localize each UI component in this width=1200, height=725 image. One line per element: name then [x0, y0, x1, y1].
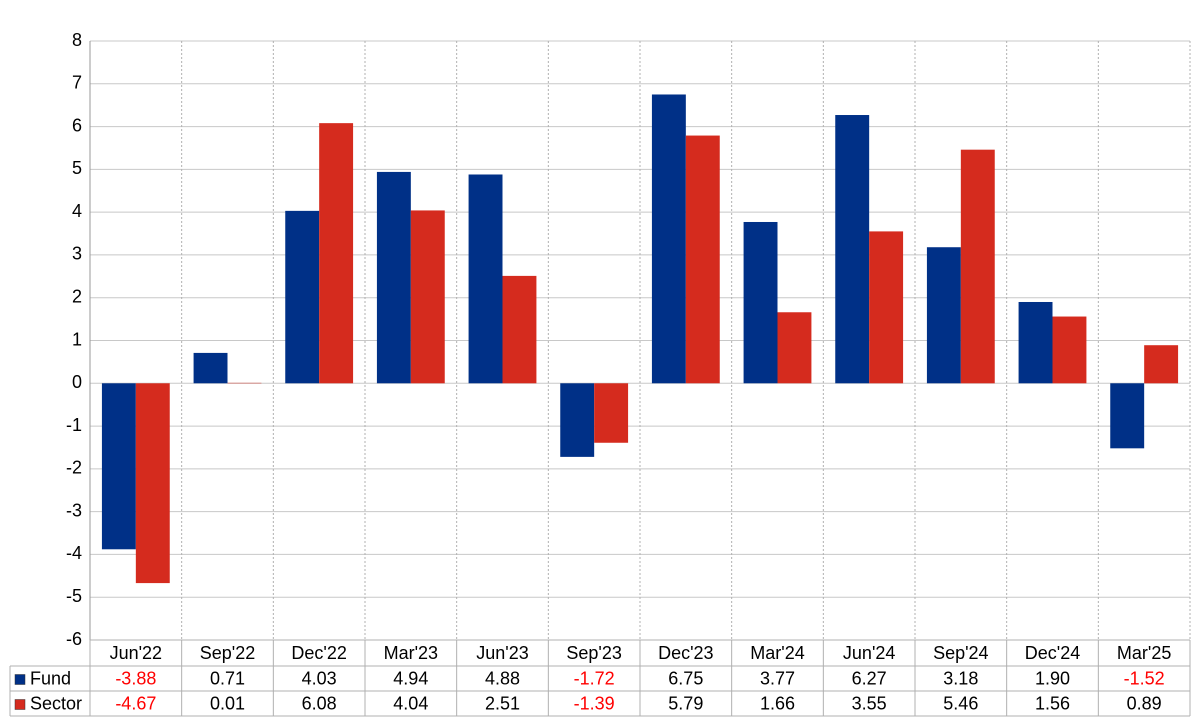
legend-label: Fund [30, 668, 71, 688]
y-tick-label: 0 [72, 372, 82, 392]
bar [961, 150, 995, 384]
bar [778, 312, 812, 383]
table-value: 3.77 [760, 668, 795, 688]
table-value: 4.88 [485, 668, 520, 688]
table-value: -1.39 [574, 693, 615, 713]
y-tick-label: 1 [72, 329, 82, 349]
bar [835, 115, 869, 383]
x-tick-label: Jun'23 [476, 643, 528, 663]
table-value: 0.71 [210, 668, 245, 688]
table-value: 4.94 [393, 668, 428, 688]
x-tick-label: Dec'23 [658, 643, 713, 663]
table-value: -4.67 [115, 693, 156, 713]
y-tick-label: 5 [72, 158, 82, 178]
y-tick-label: 4 [72, 201, 82, 221]
table-value: 5.46 [943, 693, 978, 713]
bar [194, 353, 228, 383]
bar [285, 211, 319, 383]
x-tick-label: Dec'22 [291, 643, 346, 663]
bar [1053, 317, 1087, 384]
table-value: -3.88 [115, 668, 156, 688]
bar [1110, 383, 1144, 448]
bar [594, 383, 628, 442]
bar [927, 247, 961, 383]
bar [469, 174, 503, 383]
table-value: 1.90 [1035, 668, 1070, 688]
table-value: -1.72 [574, 668, 615, 688]
x-tick-label: Mar'24 [750, 643, 804, 663]
table-value: 2.51 [485, 693, 520, 713]
table-value: 6.08 [302, 693, 337, 713]
y-tick-label: 7 [72, 73, 82, 93]
table-value: 0.89 [1127, 693, 1162, 713]
y-tick-label: 2 [72, 286, 82, 306]
bar [1019, 302, 1053, 383]
y-tick-label: -3 [66, 500, 82, 520]
y-tick-label: -1 [66, 415, 82, 435]
bar [560, 383, 594, 457]
x-tick-label: Dec'24 [1025, 643, 1080, 663]
table-value: 1.66 [760, 693, 795, 713]
bar [503, 276, 537, 383]
table-value: 6.75 [668, 668, 703, 688]
table-value: 6.27 [852, 668, 887, 688]
legend-label: Sector [30, 693, 82, 713]
x-tick-label: Mar'25 [1117, 643, 1171, 663]
y-tick-label: 6 [72, 115, 82, 135]
x-tick-label: Mar'23 [384, 643, 438, 663]
table-value: 4.03 [302, 668, 337, 688]
bar [377, 172, 411, 383]
legend-swatch [15, 700, 25, 710]
bar [686, 136, 720, 384]
y-tick-label: 8 [72, 30, 82, 50]
table-value: 3.55 [852, 693, 887, 713]
bar [136, 383, 170, 583]
bar [869, 231, 903, 383]
bar [411, 210, 445, 383]
table-value: 5.79 [668, 693, 703, 713]
x-tick-label: Jun'22 [110, 643, 162, 663]
table-value: 1.56 [1035, 693, 1070, 713]
y-tick-label: 3 [72, 244, 82, 264]
table-value: 0.01 [210, 693, 245, 713]
y-tick-label: -6 [66, 629, 82, 649]
bar [744, 222, 778, 383]
bar [652, 94, 686, 383]
y-tick-label: -2 [66, 458, 82, 478]
x-tick-label: Sep'24 [933, 643, 989, 663]
legend-swatch [15, 675, 25, 685]
x-tick-label: Sep'22 [200, 643, 256, 663]
table-value: -1.52 [1124, 668, 1165, 688]
x-tick-label: Sep'23 [566, 643, 622, 663]
table-value: 3.18 [943, 668, 978, 688]
table-value: 4.04 [393, 693, 428, 713]
bar [102, 383, 136, 549]
y-tick-label: -5 [66, 586, 82, 606]
y-tick-label: -4 [66, 543, 82, 563]
bar [319, 123, 353, 383]
x-tick-label: Jun'24 [843, 643, 895, 663]
bar [1144, 345, 1178, 383]
